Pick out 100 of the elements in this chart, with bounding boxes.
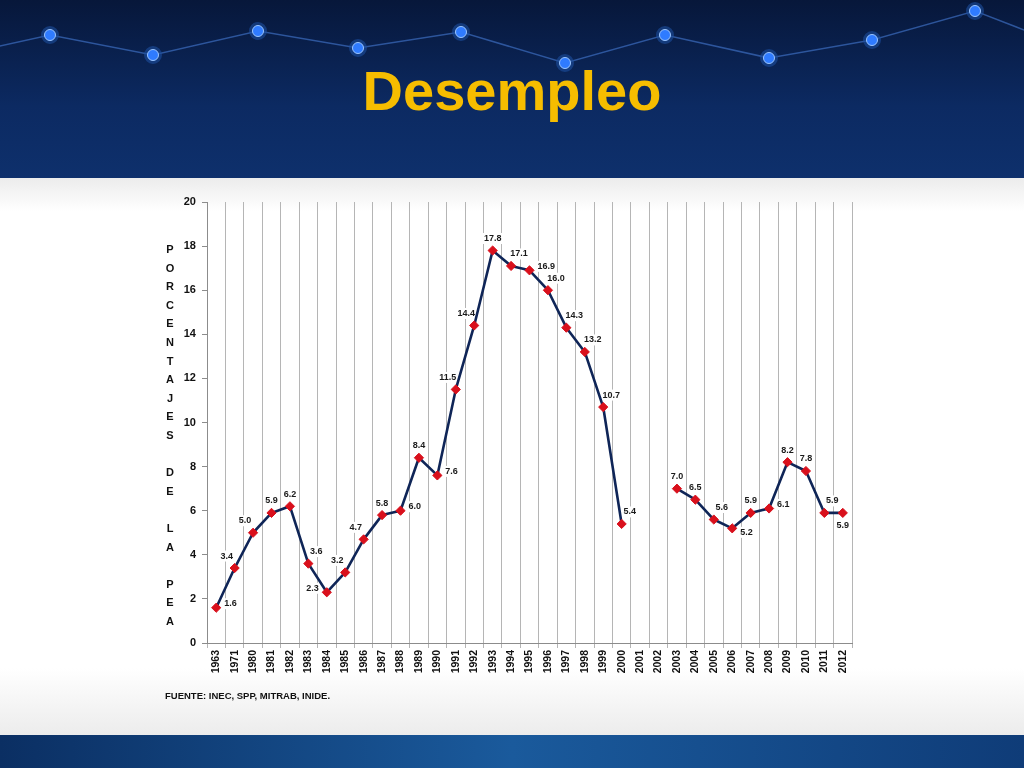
y-tick-label: 2 [189,591,196,604]
x-tick-label: 2005 [706,649,719,674]
x-tick-label: 2000 [614,649,627,674]
x-tick-label: 2009 [780,649,793,674]
point [469,320,480,331]
point [432,470,443,481]
x-tick-label: 1963 [209,649,222,674]
point [303,558,314,569]
data-label: 5.9 [265,495,278,506]
point [413,452,425,463]
point [340,567,351,578]
source-note: FUENTE: INEC, SPP, MITRAB, INIDE. [165,690,331,701]
y-tick-label: 16 [183,283,196,296]
point [247,527,259,538]
point [321,587,332,598]
x-tick-label: 1993 [485,649,498,674]
data-label: 5.8 [375,497,389,508]
point [450,384,461,395]
point [376,510,388,521]
data-label: 16.9 [537,260,556,271]
data-label: 7.8 [799,453,813,464]
data-label: 3.6 [310,546,323,557]
x-tick-label: 1989 [411,649,424,674]
chart-title: Desempleo [361,58,663,124]
x-tick-label: 1983 [301,649,314,674]
point [819,507,830,519]
x-tick-label: 1997 [559,649,572,674]
data-label: 6.2 [283,488,297,499]
point [211,602,222,613]
x-tick-label: 2002 [651,649,664,674]
x-tick-label: 1984 [319,649,332,674]
data-label: 5.9 [744,495,757,506]
data-label: 4.7 [349,521,362,532]
point [800,465,812,477]
point [266,507,277,519]
y-tick-label: 10 [183,415,196,428]
data-label: 5.9 [836,520,850,531]
x-tick-label: 1971 [227,649,240,674]
point [671,483,683,494]
x-tick-label: 2006 [725,649,738,674]
data-label: 17.1 [510,248,528,259]
x-tick-label: 2001 [632,649,645,674]
point [745,507,756,519]
y-tick-label: 14 [183,327,197,340]
x-tick-label: 2010 [798,649,811,674]
x-tick-label: 1987 [374,649,387,674]
data-label: 5.4 [623,506,636,517]
y-tick-label: 20 [183,195,196,208]
x-tick-label: 1988 [393,649,406,674]
data-label: 6.1 [777,498,790,509]
x-tick-label: 1982 [282,649,295,674]
point [505,260,517,272]
x-tick-label: 1990 [430,649,443,674]
data-label: 2.3 [306,582,319,593]
x-tick-label: 2008 [761,649,774,674]
x-tick-label: 1999 [596,649,609,674]
x-tick-label: 1998 [577,649,590,674]
data-label: 8.4 [412,440,426,451]
data-label: 7.0 [670,471,684,482]
point [690,494,701,505]
y-tick-label: 0 [189,636,196,649]
point [763,503,775,514]
data-label: 6.0 [408,501,422,512]
data-label: 8.2 [781,444,794,455]
data-label: 11.5 [439,371,457,382]
data-label: 10.7 [602,389,620,400]
x-tick-label: 2007 [743,649,756,674]
data-label: 3.4 [220,550,233,561]
x-tick-label: 2004 [688,649,701,674]
data-label: 5.6 [715,502,729,512]
x-tick-label: 1994 [503,649,516,674]
x-tick-label: 1992 [467,649,480,674]
x-tick-label: 1996 [540,649,553,674]
data-label: 7.6 [445,465,458,476]
point [598,401,609,413]
data-label: 13.2 [584,334,602,345]
point [727,523,738,534]
x-tick-label: 2012 [835,649,848,674]
y-tick-label: 6 [189,503,196,516]
data-label: 16.0 [547,272,565,283]
data-label: 5.0 [238,515,252,526]
data-label: 14.4 [457,307,475,318]
data-label: 5.9 [826,495,839,506]
data-label: 6.5 [689,482,702,493]
point [579,346,590,358]
point [561,322,572,333]
x-tick-label: 1995 [522,649,535,674]
y-tick-label: 12 [183,371,196,384]
y-tick-label: 8 [189,459,196,472]
point [708,514,719,525]
x-tick-label: 1985 [338,649,351,674]
point [837,507,848,519]
x-tick-label: 1981 [264,649,277,674]
data-label: 14.3 [565,310,584,321]
point [616,518,627,530]
point [395,505,406,516]
y-tick-label: 4 [189,547,197,560]
data-label: 17.8 [483,232,502,243]
point [284,501,296,512]
point [524,265,535,276]
